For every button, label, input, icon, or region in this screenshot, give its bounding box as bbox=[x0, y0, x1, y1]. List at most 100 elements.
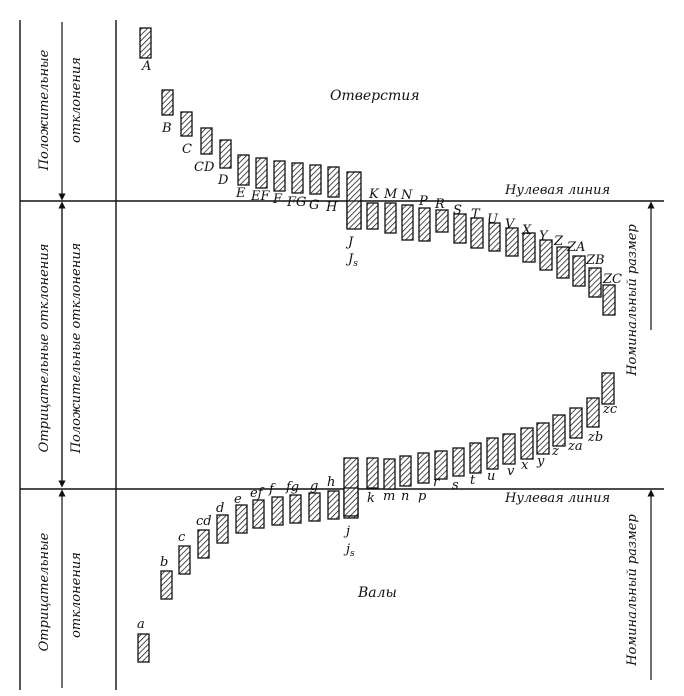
shaft-field-js bbox=[343, 487, 359, 517]
holes-title: Отверстия bbox=[330, 88, 420, 104]
hole-field-EF bbox=[255, 157, 268, 189]
shaft-label-s: s bbox=[452, 478, 459, 493]
shaft-label-g: g bbox=[310, 479, 318, 494]
shaft-field-e bbox=[235, 504, 248, 534]
hole-field-R bbox=[435, 209, 449, 233]
hole-label-ZB: ZB bbox=[585, 253, 605, 268]
shaft-label-js: js bbox=[343, 542, 355, 559]
hole-label-U: U bbox=[487, 212, 499, 227]
middle-positive-label: Положительные отклонения bbox=[69, 243, 84, 455]
hole-label-C: C bbox=[182, 142, 192, 157]
hole-field-Z bbox=[556, 246, 570, 279]
shaft-label-b: b bbox=[160, 555, 168, 570]
shaft-field-zb bbox=[586, 397, 600, 428]
shaft-label-h: h bbox=[327, 475, 335, 490]
hole-label-Z: Z bbox=[553, 234, 564, 249]
hole-field-T bbox=[470, 217, 484, 249]
hole-field-N bbox=[401, 204, 414, 241]
nominal-label-top: Номинальный размер bbox=[625, 224, 640, 377]
shaft-field-s bbox=[452, 447, 465, 477]
shaft-label-z: z bbox=[551, 444, 559, 459]
hole-field-F bbox=[273, 160, 286, 192]
hole-field-Js bbox=[346, 200, 362, 230]
shaft-field-ef bbox=[252, 499, 265, 529]
shaft-field-t bbox=[469, 442, 482, 474]
top-positive-label-line1: Положительные bbox=[37, 49, 52, 171]
hole-field-ZA bbox=[572, 255, 586, 287]
hole-field-M bbox=[384, 202, 397, 234]
shaft-field-c bbox=[178, 545, 191, 575]
shaft-field-m bbox=[383, 458, 396, 490]
shaft-label-r: r bbox=[433, 475, 440, 490]
hole-label-N: N bbox=[400, 188, 413, 203]
hole-field-H bbox=[327, 166, 340, 198]
shaft-label-m: m bbox=[383, 489, 395, 504]
shaft-field-b bbox=[160, 570, 173, 600]
shaft-field-p bbox=[417, 452, 430, 484]
shaft-label-fg: fg bbox=[285, 480, 299, 495]
shaft-field-za bbox=[569, 407, 583, 439]
shaft-field-v bbox=[502, 433, 516, 465]
shaft-label-j: j bbox=[343, 524, 350, 539]
hole-label-M: M bbox=[383, 187, 398, 202]
frame bbox=[19, 20, 664, 690]
shaft-label-e: e bbox=[234, 492, 242, 507]
shaft-label-za: za bbox=[567, 439, 583, 454]
shaft-field-cd bbox=[197, 529, 210, 559]
hole-label-J: J bbox=[345, 235, 354, 250]
hole-field-V bbox=[505, 227, 519, 257]
hole-label-ZC: ZC bbox=[602, 272, 622, 287]
shaft-label-zc: zc bbox=[602, 402, 618, 417]
shaft-label-x: x bbox=[521, 458, 529, 473]
shaft-field-n bbox=[399, 455, 412, 487]
hole-field-E bbox=[237, 154, 250, 186]
shaft-label-u: u bbox=[487, 469, 495, 484]
zero-line-top-label: Нулевая линия bbox=[504, 183, 610, 198]
shaft-label-k: k bbox=[367, 491, 375, 506]
hole-label-F: F bbox=[272, 192, 283, 207]
hole-field-U bbox=[488, 222, 501, 252]
shaft-label-n: n bbox=[401, 489, 409, 504]
shaft-label-y: y bbox=[536, 454, 545, 469]
nominal-label-bottom: Номинальный размер bbox=[625, 514, 640, 667]
shaft-label-p: p bbox=[418, 489, 427, 504]
hole-label-D: D bbox=[217, 173, 229, 188]
hole-field-CD bbox=[200, 127, 213, 155]
hole-label-A: A bbox=[141, 59, 151, 74]
hole-label-B: B bbox=[161, 121, 172, 136]
zero-line-bottom-label: Нулевая линия bbox=[504, 491, 610, 506]
hole-label-K: K bbox=[368, 187, 380, 202]
hole-field-P bbox=[418, 207, 431, 242]
hole-label-V: V bbox=[505, 217, 516, 232]
hole-label-S: S bbox=[453, 203, 462, 218]
hole-label-CD: CD bbox=[194, 160, 215, 175]
hole-label-H: H bbox=[325, 200, 338, 215]
shaft-field-h bbox=[327, 490, 340, 520]
hole-field-Y bbox=[539, 239, 553, 271]
hole-label-EF: EF bbox=[250, 189, 270, 204]
shaft-label-v: v bbox=[507, 464, 515, 479]
hole-field-C bbox=[180, 111, 193, 137]
left-labels: Положительные отклонения Отрицательные о… bbox=[37, 49, 84, 651]
shaft-field-f bbox=[271, 496, 284, 526]
shaft-label-f: f bbox=[268, 482, 276, 497]
shaft-field-x bbox=[520, 427, 534, 460]
hole-label-FG: FG bbox=[286, 195, 306, 210]
nominal-size-right: Номинальный размер Номинальный размер bbox=[625, 201, 655, 680]
bottom-negative-label-line1: Отрицательные bbox=[37, 532, 52, 651]
bottom-negative-label-line2: отклонения bbox=[69, 552, 84, 638]
hole-label-Y: Y bbox=[539, 229, 549, 244]
hole-label-ZA: ZA bbox=[566, 240, 585, 255]
hole-label-G: G bbox=[309, 198, 319, 213]
shaft-label-c: c bbox=[178, 530, 186, 545]
shaft-field-u bbox=[486, 437, 499, 470]
shaft-field-d bbox=[216, 514, 229, 544]
shaft-field-a bbox=[137, 633, 150, 663]
hole-label-P: P bbox=[418, 194, 428, 209]
middle-negative-label: Отрицательные отклонения bbox=[37, 244, 52, 453]
shaft-field-k bbox=[366, 457, 379, 489]
shaft-label-t: t bbox=[470, 473, 476, 488]
hole-field-B bbox=[161, 89, 174, 116]
